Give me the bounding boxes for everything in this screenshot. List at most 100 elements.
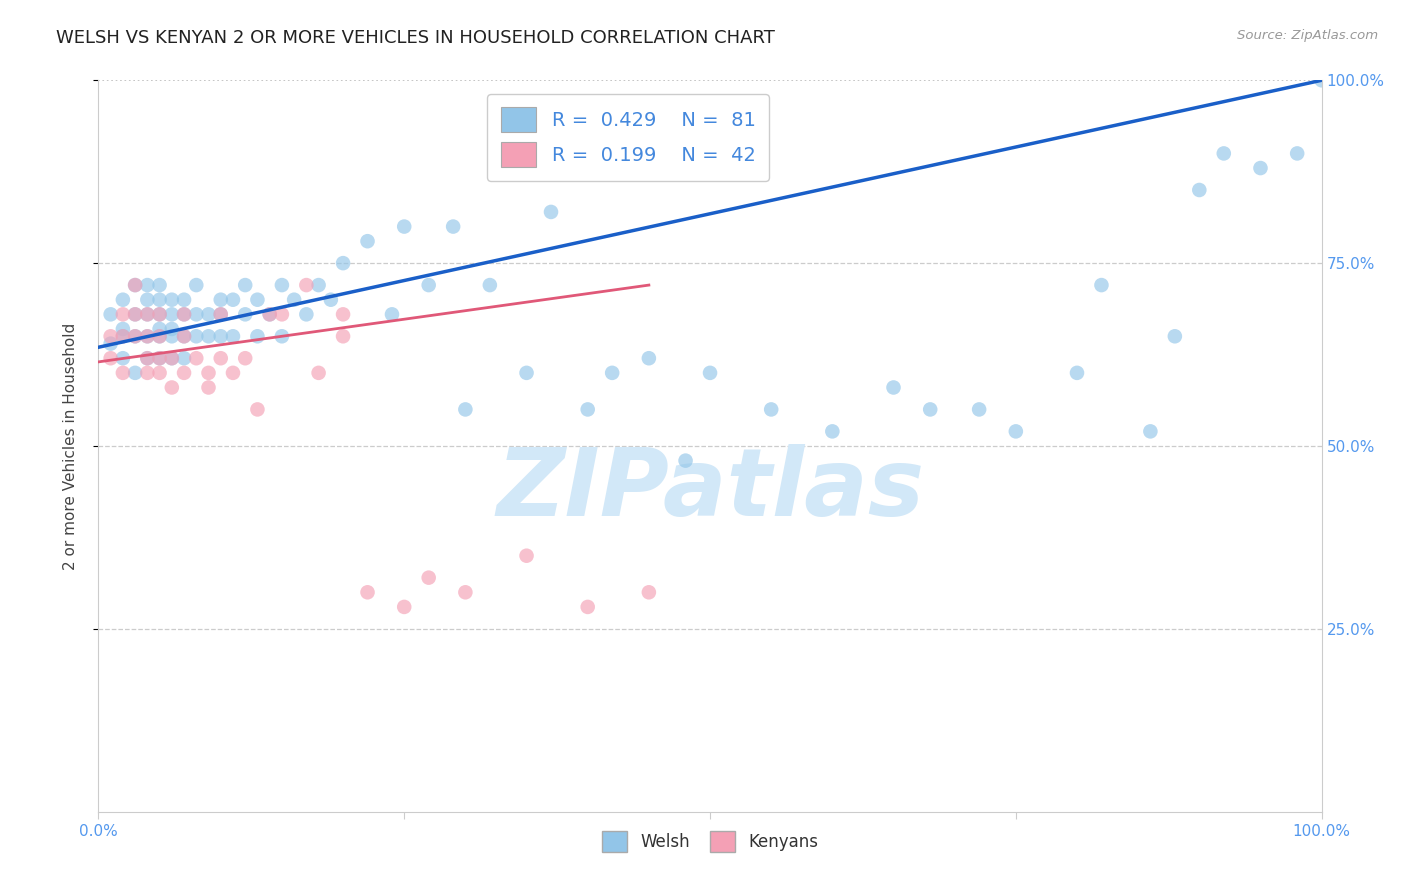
Point [149, 293, 172, 307]
Point [160, 329, 183, 343]
Point [173, 293, 195, 307]
Point [160, 293, 183, 307]
Point [100, 336, 122, 351]
Point [761, 402, 783, 417]
Point [1212, 146, 1234, 161]
Point [283, 293, 305, 307]
Point [1188, 183, 1211, 197]
Point [1164, 329, 1187, 343]
Point [149, 322, 172, 336]
Point [160, 380, 183, 394]
Point [233, 278, 256, 293]
Point [418, 571, 440, 585]
Point [222, 329, 245, 343]
Point [186, 278, 208, 293]
Point [259, 307, 281, 321]
Point [197, 366, 219, 380]
Point [100, 307, 122, 321]
Point [136, 351, 159, 366]
Point [821, 425, 844, 439]
Point [454, 585, 477, 599]
Point [111, 307, 134, 321]
Point [136, 366, 159, 380]
Point [160, 322, 183, 336]
Point [637, 351, 661, 366]
Point [124, 307, 146, 321]
Point [222, 293, 245, 307]
Point [600, 366, 623, 380]
Point [111, 329, 134, 343]
Point [515, 366, 537, 380]
Point [295, 278, 318, 293]
Point [160, 351, 183, 366]
Point [233, 351, 256, 366]
Point [270, 307, 294, 321]
Point [173, 307, 195, 321]
Point [332, 329, 354, 343]
Point [173, 329, 195, 343]
Point [270, 329, 294, 343]
Point [1066, 366, 1088, 380]
Point [173, 307, 195, 321]
Point [136, 307, 159, 321]
Point [1139, 425, 1161, 439]
Point [209, 351, 232, 366]
Point [1286, 146, 1309, 161]
Point [675, 453, 697, 467]
Text: ZIPatlas: ZIPatlas [496, 444, 924, 536]
Point [186, 329, 208, 343]
Point [149, 329, 172, 343]
Point [1004, 425, 1026, 439]
Point [246, 402, 269, 417]
Point [111, 366, 134, 380]
Point [197, 380, 219, 394]
Point [209, 293, 232, 307]
Point [124, 307, 146, 321]
Point [197, 329, 219, 343]
Point [478, 278, 501, 293]
Point [209, 307, 232, 321]
Point [173, 351, 195, 366]
Legend: Welsh, Kenyans: Welsh, Kenyans [595, 824, 825, 858]
Point [149, 366, 172, 380]
Point [356, 585, 378, 599]
Point [441, 219, 464, 234]
Point [124, 278, 146, 293]
Point [392, 599, 416, 614]
Point [100, 329, 122, 343]
Point [418, 278, 440, 293]
Point [540, 205, 562, 219]
Point [308, 278, 330, 293]
Point [111, 329, 134, 343]
Point [136, 329, 159, 343]
Point [124, 366, 146, 380]
Point [356, 234, 378, 248]
Point [111, 322, 134, 336]
Point [136, 293, 159, 307]
Point [222, 366, 245, 380]
Point [233, 307, 256, 321]
Point [637, 585, 661, 599]
Y-axis label: 2 or more Vehicles in Household: 2 or more Vehicles in Household [63, 322, 77, 570]
Point [576, 599, 599, 614]
Text: Source: ZipAtlas.com: Source: ZipAtlas.com [1237, 29, 1378, 42]
Point [173, 366, 195, 380]
Point [186, 351, 208, 366]
Point [160, 307, 183, 321]
Point [124, 329, 146, 343]
Point [100, 351, 122, 366]
Point [149, 351, 172, 366]
Point [246, 329, 269, 343]
Point [308, 366, 330, 380]
Point [149, 307, 172, 321]
Point [1249, 161, 1271, 175]
Point [319, 293, 342, 307]
Point [124, 329, 146, 343]
Point [332, 307, 354, 321]
Point [259, 307, 281, 321]
Point [149, 351, 172, 366]
Point [270, 278, 294, 293]
Point [111, 351, 134, 366]
Point [136, 351, 159, 366]
Point [967, 402, 990, 417]
